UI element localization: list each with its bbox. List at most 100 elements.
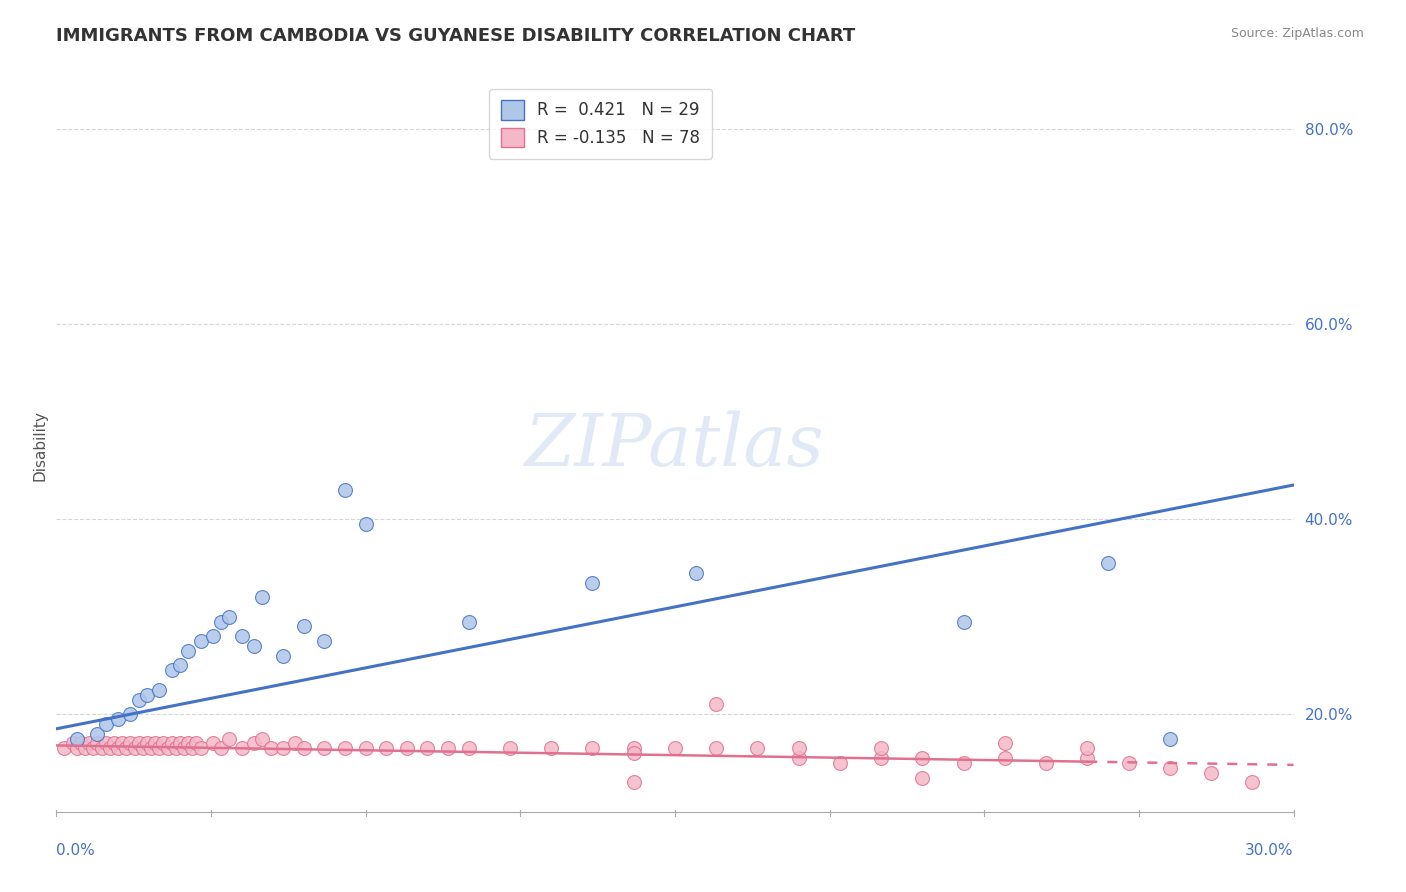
Point <box>271 648 294 663</box>
Point <box>333 741 356 756</box>
Point <box>1035 756 1057 770</box>
Point <box>98 741 121 756</box>
Point <box>218 731 240 746</box>
Point <box>218 609 240 624</box>
Point <box>243 736 266 750</box>
Point <box>395 741 418 756</box>
Point <box>86 736 108 750</box>
Point <box>148 682 170 697</box>
Point <box>375 741 398 756</box>
Point <box>173 741 195 756</box>
Point <box>252 590 274 604</box>
Point <box>292 741 315 756</box>
Point <box>870 751 893 765</box>
Point <box>156 741 179 756</box>
Point <box>581 575 603 590</box>
Point <box>747 741 769 756</box>
Point <box>186 736 208 750</box>
Point <box>787 751 810 765</box>
Y-axis label: Disability: Disability <box>32 410 48 482</box>
Point <box>354 741 377 756</box>
Point <box>132 741 155 756</box>
Point <box>75 741 97 756</box>
Point <box>53 741 76 756</box>
Point <box>90 741 112 756</box>
Point <box>169 736 191 750</box>
Point <box>120 736 142 750</box>
Point <box>177 736 200 750</box>
Point <box>120 707 142 722</box>
Point <box>1199 765 1222 780</box>
Point <box>86 727 108 741</box>
Point <box>128 692 150 706</box>
Point <box>177 644 200 658</box>
Point <box>115 741 138 756</box>
Point <box>870 741 893 756</box>
Point <box>333 483 356 497</box>
Point <box>136 688 159 702</box>
Point <box>124 741 146 756</box>
Point <box>111 736 134 750</box>
Point <box>911 771 934 785</box>
Point <box>284 736 307 750</box>
Point <box>82 741 104 756</box>
Point <box>292 619 315 633</box>
Point <box>139 741 162 756</box>
Point <box>271 741 294 756</box>
Point <box>704 698 727 712</box>
Point <box>148 741 170 756</box>
Legend: R =  0.421   N = 29, R = -0.135   N = 78: R = 0.421 N = 29, R = -0.135 N = 78 <box>489 88 713 159</box>
Point <box>581 741 603 756</box>
Point <box>152 736 174 750</box>
Point <box>499 741 522 756</box>
Point <box>209 741 232 756</box>
Point <box>103 736 125 750</box>
Point <box>437 741 460 756</box>
Point <box>1097 556 1119 570</box>
Point <box>201 629 224 643</box>
Point <box>243 639 266 653</box>
Point <box>136 736 159 750</box>
Point <box>664 741 686 756</box>
Point <box>1118 756 1140 770</box>
Point <box>70 736 93 750</box>
Point <box>623 746 645 760</box>
Point <box>623 775 645 789</box>
Point <box>994 751 1017 765</box>
Point <box>457 741 479 756</box>
Point <box>160 736 183 750</box>
Point <box>457 615 479 629</box>
Point <box>1076 741 1098 756</box>
Point <box>231 629 253 643</box>
Point <box>354 516 377 531</box>
Point <box>143 736 166 750</box>
Point <box>181 741 204 756</box>
Point <box>201 736 224 750</box>
Point <box>209 615 232 629</box>
Point <box>66 731 89 746</box>
Point <box>314 634 336 648</box>
Point <box>828 756 851 770</box>
Point <box>952 615 974 629</box>
Point <box>540 741 562 756</box>
Point <box>128 736 150 750</box>
Point <box>160 663 183 677</box>
Point <box>62 736 84 750</box>
Text: Source: ZipAtlas.com: Source: ZipAtlas.com <box>1230 27 1364 40</box>
Point <box>685 566 707 580</box>
Point <box>952 756 974 770</box>
Point <box>190 741 212 756</box>
Point <box>1076 751 1098 765</box>
Point <box>77 736 100 750</box>
Point <box>416 741 439 756</box>
Text: 30.0%: 30.0% <box>1246 843 1294 858</box>
Point <box>231 741 253 756</box>
Point <box>260 741 283 756</box>
Point <box>107 712 129 726</box>
Point <box>623 741 645 756</box>
Point <box>107 741 129 756</box>
Point <box>94 736 117 750</box>
Text: ZIPatlas: ZIPatlas <box>524 410 825 482</box>
Point <box>704 741 727 756</box>
Point <box>66 741 89 756</box>
